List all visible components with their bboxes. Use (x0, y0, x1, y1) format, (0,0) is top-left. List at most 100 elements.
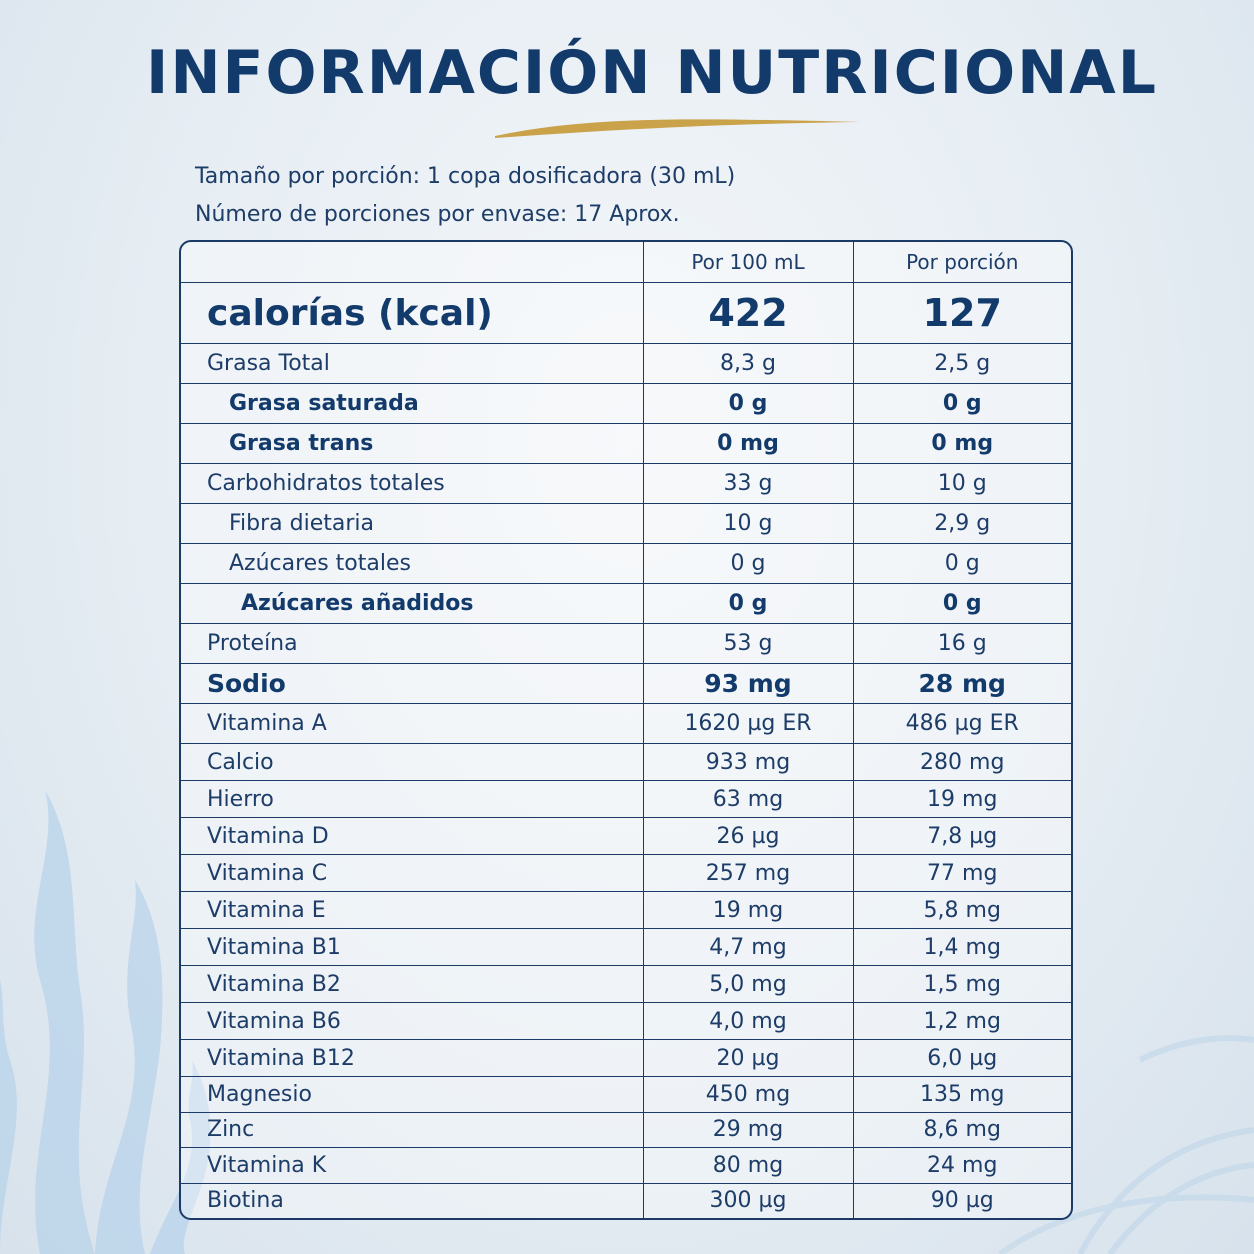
value-per-100ml: 0 g (642, 583, 854, 624)
nutrient-label: calorías (kcal) (181, 282, 644, 344)
header-per-100ml: Por 100 mL (642, 242, 854, 283)
value-per-100ml: 0 g (642, 543, 854, 584)
value-per-serving: 2,5 g (852, 343, 1071, 384)
value-per-serving: 0 g (852, 383, 1071, 424)
calories-row: calorías (kcal) 422 127 (181, 282, 1071, 344)
value-per-100ml: 450 mg (642, 1076, 854, 1113)
table-row: Magnesio 450 mg 135 mg (181, 1076, 1071, 1113)
nutrient-label: Magnesio (181, 1076, 644, 1113)
value-per-100ml: 0 mg (642, 423, 854, 464)
value-per-serving: 0 g (852, 543, 1071, 584)
table-row: Vitamina K 80 mg 24 mg (181, 1147, 1071, 1184)
value-per-100ml: 26 µg (642, 817, 854, 855)
value-per-100ml: 33 g (642, 463, 854, 504)
table-row: Vitamina D 26 µg 7,8 µg (181, 817, 1071, 855)
value-per-100ml: 10 g (642, 503, 854, 544)
value-per-serving: 1,4 mg (852, 928, 1071, 966)
nutrient-label: Vitamina C (181, 854, 644, 892)
value-per-100ml: 8,3 g (642, 343, 854, 384)
value-per-100ml: 300 µg (642, 1182, 854, 1218)
table-row: Grasa trans 0 mg 0 mg (181, 423, 1071, 464)
value-per-serving: 280 mg (852, 743, 1071, 781)
nutrient-label: Vitamina B6 (181, 1002, 644, 1040)
value-per-serving: 16 g (852, 623, 1071, 664)
table-row: Biotina 300 µg 90 µg (181, 1182, 1071, 1218)
nutrient-label: Vitamina E (181, 891, 644, 929)
nutrient-label: Vitamina B1 (181, 928, 644, 966)
table-row: Vitamina B6 4,0 mg 1,2 mg (181, 1002, 1071, 1040)
value-per-100ml: 257 mg (642, 854, 854, 892)
value-per-serving: 0 mg (852, 423, 1071, 464)
table-row: Hierro 63 mg 19 mg (181, 780, 1071, 818)
value-per-serving: 8,6 mg (852, 1111, 1071, 1148)
table-row: Calcio 933 mg 280 mg (181, 743, 1071, 781)
value-per-100ml: 4,7 mg (642, 928, 854, 966)
nutrient-label: Vitamina B2 (181, 965, 644, 1003)
gold-swoosh-decoration (495, 119, 860, 138)
value-per-100ml: 19 mg (642, 891, 854, 929)
nutrient-label: Fibra dietaria (181, 503, 644, 544)
table-row: Vitamina B2 5,0 mg 1,5 mg (181, 965, 1071, 1003)
table-row: Sodio 93 mg 28 mg (181, 663, 1071, 704)
value-per-serving: 1,5 mg (852, 965, 1071, 1003)
nutrient-label: Grasa saturada (181, 383, 644, 424)
value-per-100ml: 80 mg (642, 1147, 854, 1184)
servings-per-container-text: Número de porciones por envase: 17 Aprox… (195, 202, 680, 227)
value-per-100ml: 93 mg (642, 663, 854, 704)
nutrient-label: Calcio (181, 743, 644, 781)
value-per-serving: 6,0 µg (852, 1039, 1071, 1077)
value-per-100ml: 4,0 mg (642, 1002, 854, 1040)
value-per-serving: 10 g (852, 463, 1071, 504)
table-row: Carbohidratos totales 33 g 10 g (181, 463, 1071, 504)
value-per-serving: 77 mg (852, 854, 1071, 892)
value-per-serving: 7,8 µg (852, 817, 1071, 855)
table-row: Proteína 53 g 16 g (181, 623, 1071, 664)
value-per-serving: 28 mg (852, 663, 1071, 704)
value-per-serving: 2,9 g (852, 503, 1071, 544)
table-row: Zinc 29 mg 8,6 mg (181, 1111, 1071, 1148)
nutrient-label: Vitamina A (181, 703, 644, 744)
value-per-100ml: 1620 µg ER (642, 703, 854, 744)
value-per-100ml: 53 g (642, 623, 854, 664)
nutrition-table: Por 100 mL Por porción calorías (kcal) 4… (179, 240, 1073, 1220)
value-per-100ml: 63 mg (642, 780, 854, 818)
nutrient-label: Proteína (181, 623, 644, 664)
nutrient-label: Zinc (181, 1111, 644, 1148)
table-row: Grasa saturada 0 g 0 g (181, 383, 1071, 424)
value-per-serving: 24 mg (852, 1147, 1071, 1184)
table-row: Vitamina C 257 mg 77 mg (181, 854, 1071, 892)
nutrient-label: Azúcares totales (181, 543, 644, 584)
table-row: Vitamina B1 4,7 mg 1,4 mg (181, 928, 1071, 966)
header-nutrient-cell (181, 242, 644, 283)
nutrient-label: Carbohidratos totales (181, 463, 644, 504)
nutrient-label: Vitamina K (181, 1147, 644, 1184)
value-per-100ml: 0 g (642, 383, 854, 424)
table-row: Vitamina B12 20 µg 6,0 µg (181, 1039, 1071, 1077)
nutrient-label: Grasa Total (181, 343, 644, 384)
nutrient-label: Hierro (181, 780, 644, 818)
header-per-serving: Por porción (852, 242, 1071, 283)
value-per-serving: 135 mg (852, 1076, 1071, 1113)
value-per-serving: 19 mg (852, 780, 1071, 818)
table-row: Vitamina E 19 mg 5,8 mg (181, 891, 1071, 929)
table-row: Vitamina A 1620 µg ER 486 µg ER (181, 703, 1071, 744)
serving-size-text: Tamaño por porción: 1 copa dosificadora … (195, 164, 736, 189)
table-row: Azúcares añadidos 0 g 0 g (181, 583, 1071, 624)
value-per-serving: 486 µg ER (852, 703, 1071, 744)
value-per-100ml: 20 µg (642, 1039, 854, 1077)
value-per-serving: 90 µg (852, 1182, 1071, 1218)
value-per-100ml: 933 mg (642, 743, 854, 781)
value-per-100ml: 29 mg (642, 1111, 854, 1148)
value-per-serving: 1,2 mg (852, 1002, 1071, 1040)
nutrient-label: Azúcares añadidos (181, 583, 644, 624)
value-per-serving: 5,8 mg (852, 891, 1071, 929)
table-row: Azúcares totales 0 g 0 g (181, 543, 1071, 584)
table-row: Fibra dietaria 10 g 2,9 g (181, 503, 1071, 544)
nutrient-label: Grasa trans (181, 423, 644, 464)
value-per-100ml: 422 (642, 282, 854, 344)
value-per-serving: 127 (852, 282, 1071, 344)
nutrient-label: Sodio (181, 663, 644, 704)
nutrient-label: Vitamina B12 (181, 1039, 644, 1077)
nutrient-label: Vitamina D (181, 817, 644, 855)
page-title: INFORMACIÓN NUTRICIONAL (146, 38, 1158, 108)
